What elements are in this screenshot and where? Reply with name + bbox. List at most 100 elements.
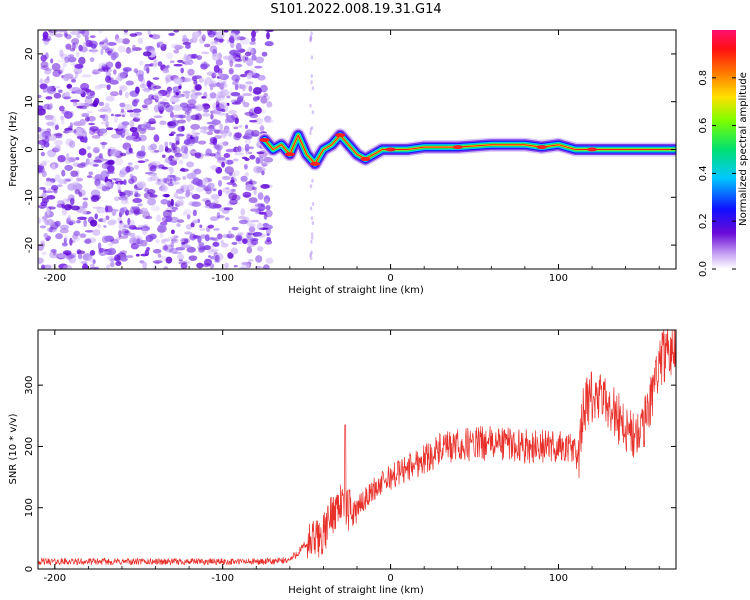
noise-blob [40, 54, 47, 62]
noise-blob [175, 247, 186, 251]
noise-blob [219, 101, 227, 110]
noise-blob [133, 68, 139, 74]
noise-blob [119, 85, 125, 90]
noise-blob [183, 138, 191, 145]
noise-blob [84, 230, 94, 233]
noise-blob [217, 141, 228, 147]
noise-blob [61, 208, 68, 216]
noise-blob [229, 179, 235, 183]
noise-blob [91, 134, 101, 139]
noise-blob [136, 150, 146, 157]
noise-blob [234, 83, 239, 91]
noise-blob [96, 224, 102, 229]
noise-blob [41, 170, 47, 178]
noise-blob [152, 260, 163, 264]
noise-blob [257, 192, 264, 200]
noise-blob [199, 37, 206, 44]
noise-blob [92, 146, 100, 154]
noise-blob [38, 243, 45, 251]
noise-blob [195, 186, 205, 193]
noise-blob [264, 198, 269, 205]
y-tick-label: 200 [24, 437, 35, 456]
noise-blob [59, 224, 70, 230]
noise-blob [129, 119, 135, 128]
noise-blob [234, 63, 243, 68]
noise-blob [197, 140, 207, 145]
noise-blob [102, 39, 109, 44]
noise-blob [263, 156, 274, 163]
noise-blob [227, 252, 234, 259]
noise-blob [198, 77, 205, 83]
noise-blob [195, 104, 204, 112]
noise-blob [166, 215, 173, 223]
noise-blob [124, 91, 129, 99]
noise-blob [253, 189, 257, 195]
noise-blob [63, 74, 70, 82]
noise-blob [252, 231, 263, 237]
noise-blob [144, 171, 154, 175]
noise-blob [210, 244, 215, 249]
noise-blob [85, 158, 90, 165]
noise-blob [68, 87, 79, 92]
y-tick-label: -10 [24, 189, 35, 205]
noise-blob [104, 114, 109, 122]
noise-blob [63, 30, 68, 38]
noise-blob [72, 181, 79, 185]
spike-blob [310, 31, 313, 36]
noise-blob [135, 151, 146, 159]
noise-blob [71, 79, 76, 83]
noise-blob [51, 163, 56, 171]
y-tick-label: 0 [24, 146, 35, 152]
noise-blob [164, 177, 170, 185]
noise-blob [255, 157, 261, 165]
noise-blob [86, 90, 96, 97]
noise-blob [189, 38, 193, 44]
noise-blob [83, 135, 88, 144]
noise-blob [220, 240, 225, 244]
noise-blob [66, 83, 73, 89]
noise-blob [82, 106, 88, 110]
noise-blob [253, 106, 262, 115]
noise-blob [99, 128, 107, 137]
noise-blob [78, 56, 86, 65]
noise-blob [217, 157, 227, 161]
noise-blob [81, 74, 92, 78]
y-tick-label: -20 [24, 237, 35, 253]
noise-blob [132, 136, 142, 142]
noise-blob [38, 139, 47, 145]
noise-blob [103, 225, 107, 228]
noise-blob [105, 205, 113, 213]
noise-blob [216, 148, 221, 155]
noise-blob [185, 133, 191, 136]
noise-blob [196, 55, 202, 61]
noise-blob [231, 241, 238, 245]
noise-blob [233, 126, 239, 130]
noise-blob [78, 189, 86, 197]
noise-blob [184, 90, 190, 98]
noise-blob [78, 148, 87, 156]
tone-peak [284, 152, 295, 157]
noise-blob [146, 66, 150, 74]
noise-blob [254, 117, 264, 125]
noise-blob [208, 202, 218, 209]
noise-blob [186, 246, 196, 253]
noise-blob [55, 135, 63, 139]
noise-blob [98, 128, 108, 134]
noise-blob [44, 68, 53, 72]
noise-blob [57, 253, 67, 259]
noise-blob [218, 73, 225, 80]
noise-blob [172, 104, 183, 111]
noise-blob [82, 263, 89, 269]
noise-blob [176, 133, 185, 137]
noise-blob [235, 234, 243, 242]
noise-blob [47, 134, 58, 141]
noise-blob [84, 238, 92, 245]
noise-blob [181, 242, 186, 245]
noise-blob [38, 94, 42, 99]
x-tick-label: 0 [387, 573, 393, 584]
colorbar-label: Normalized spectral amplitude [738, 72, 749, 226]
noise-blob [107, 243, 114, 247]
noise-blob [75, 132, 86, 137]
noise-blob [251, 54, 257, 61]
noise-blob [136, 113, 141, 116]
